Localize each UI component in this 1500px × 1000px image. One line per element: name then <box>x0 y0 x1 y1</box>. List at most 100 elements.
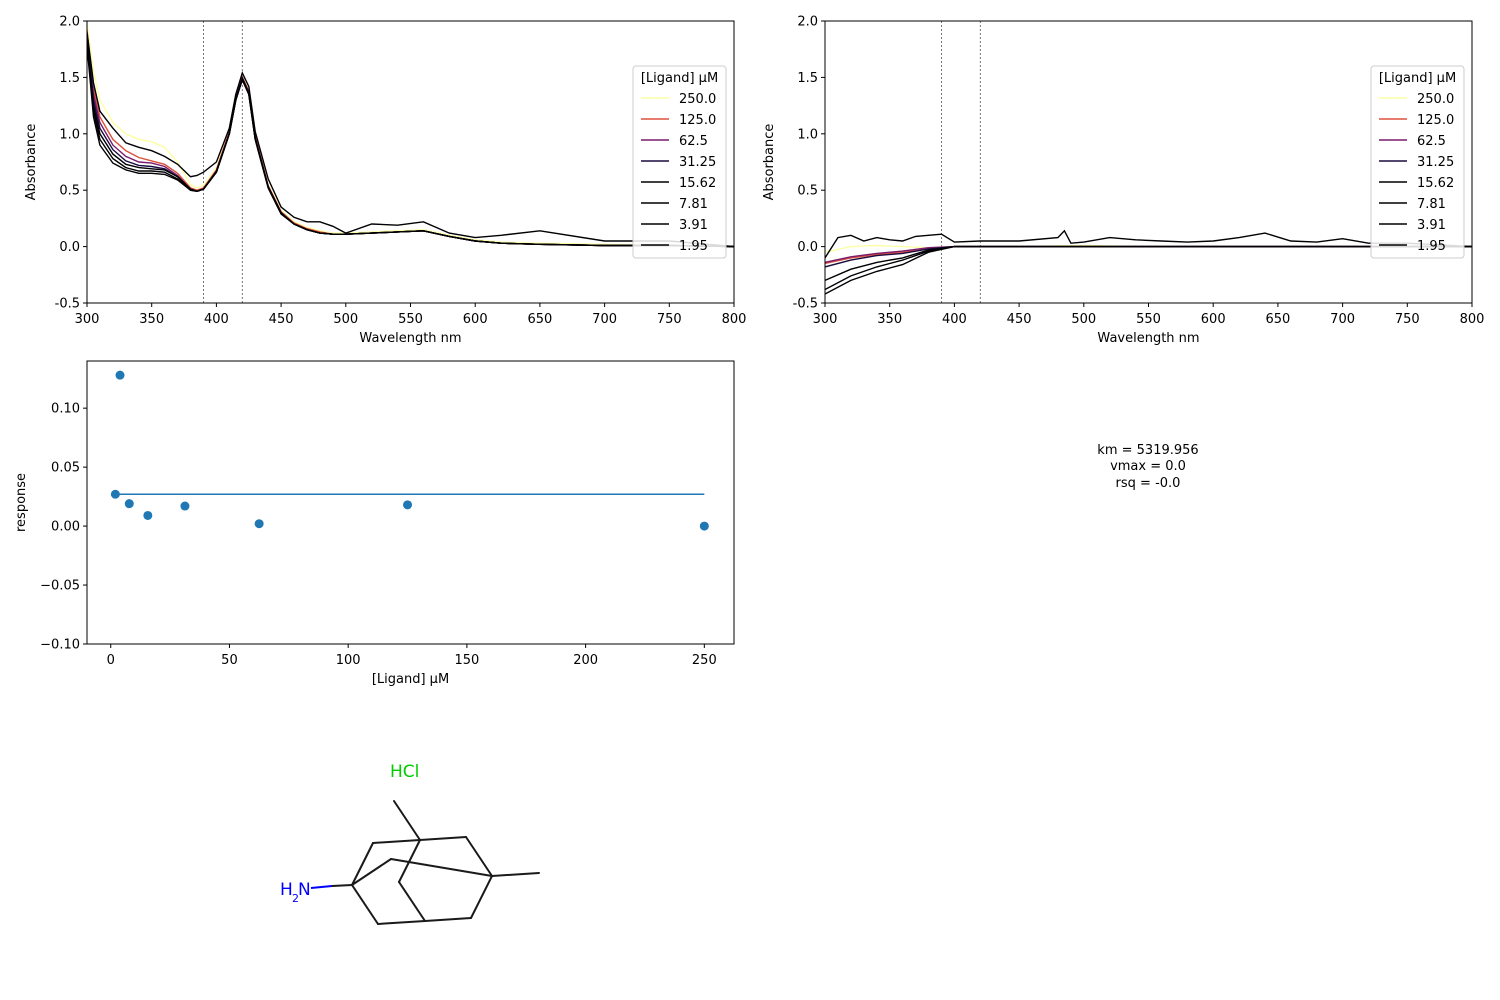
raw-spectra-panel: 300 350 400 450 500 550 600 650 700 750 800 -0.5 0.0… <box>24 15 746 347</box>
x-axis-label: Wavelength nm <box>359 331 461 346</box>
x-tick-label: 550 <box>398 312 423 327</box>
legend-entry: 125.0 <box>1417 113 1454 128</box>
series-line-1.95 <box>87 32 734 248</box>
y-tick-label: −0.10 <box>40 638 80 653</box>
x-tick-label: 450 <box>1007 312 1032 327</box>
x-tick-label: 600 <box>463 312 488 327</box>
legend-title: [Ligand] µM <box>641 71 718 86</box>
legend-title: [Ligand] µM <box>1379 71 1456 86</box>
x-tick-label: 300 <box>813 312 838 327</box>
adamantane-skeleton <box>331 800 540 925</box>
x-tick-label: 500 <box>1071 312 1096 327</box>
x-tick-label: 800 <box>722 312 747 327</box>
difference-spectra-panel: 300 350 400 450 500 550 600 650 700 750 800 -0.5 0.0… <box>762 15 1484 347</box>
legend-entry: 62.5 <box>679 134 708 149</box>
amine-subscript: 2 <box>292 892 299 905</box>
response-fit-panel: 0 50 100 150 200 250 −0.10 −0.05 0.00 0.05 0.10 [Li… <box>14 360 735 687</box>
legend-entry: 7.81 <box>1417 197 1446 212</box>
x-tick-label: 350 <box>877 312 902 327</box>
x-tick-label: 350 <box>139 312 164 327</box>
x-tick-label: 450 <box>269 312 294 327</box>
data-point <box>143 510 153 520</box>
y-axis-label: response <box>14 473 29 532</box>
vmax-text: vmax = 0.0 <box>1110 459 1186 474</box>
axes-frame <box>86 360 735 645</box>
y-tick-label: 0.0 <box>797 240 818 255</box>
y-tick-label: 2.0 <box>59 15 80 30</box>
legend-entry: 3.91 <box>1417 218 1446 233</box>
x-tick-label: 400 <box>204 312 229 327</box>
y-tick-label: 0.00 <box>51 520 80 535</box>
x-tick-label: 700 <box>592 312 617 327</box>
y-tick-label: -0.5 <box>793 297 818 312</box>
x-tick-label: 750 <box>657 312 682 327</box>
data-point <box>124 499 134 509</box>
x-tick-label: 100 <box>336 653 361 668</box>
x-tick-label: 50 <box>221 653 238 668</box>
x-tick-label: 400 <box>942 312 967 327</box>
data-point <box>699 521 709 531</box>
x-tick-label: 550 <box>1136 312 1161 327</box>
x-axis-label: Wavelength nm <box>1097 331 1199 346</box>
x-tick-label: 650 <box>527 312 552 327</box>
legend-entry: 62.5 <box>1417 134 1446 149</box>
data-point <box>115 370 125 380</box>
y-tick-label: 0.05 <box>51 461 80 476</box>
legend-entry: 1.95 <box>1417 239 1446 254</box>
legend: [Ligand] µM 250.0 125.0 62.5 31.25 15.62 7.81 3… <box>1370 65 1465 259</box>
legend: [Ligand] µM 250.0 125.0 62.5 31.25 15.62 7.81 3… <box>632 65 727 259</box>
legend-entry: 15.62 <box>679 176 716 191</box>
y-tick-label: 0.0 <box>59 240 80 255</box>
x-tick-label: 600 <box>1201 312 1226 327</box>
amine-n-label: N <box>298 880 311 900</box>
data-point <box>180 501 190 511</box>
series-line-3.91 <box>87 45 734 248</box>
x-tick-label: 0 <box>107 653 115 668</box>
legend-box <box>1370 65 1465 259</box>
y-tick-label: −0.05 <box>40 579 80 594</box>
y-tick-label: 0.10 <box>51 402 80 417</box>
hcl-label: HCl <box>390 762 419 782</box>
data-point <box>110 489 120 499</box>
x-tick-label: 750 <box>1395 312 1420 327</box>
x-tick-label: 300 <box>75 312 100 327</box>
x-tick-label: 200 <box>573 653 598 668</box>
amine-h-label: H <box>280 880 293 900</box>
series-line-1.95 <box>825 229 1472 259</box>
plot-area <box>825 21 1472 303</box>
y-tick-label: 1.0 <box>797 127 818 142</box>
plot-area <box>110 370 709 531</box>
x-tick-label: 800 <box>1460 312 1485 327</box>
plot-area <box>87 21 734 303</box>
y-tick-label: 0.5 <box>59 184 80 199</box>
legend-entry: 15.62 <box>1417 176 1454 191</box>
y-tick-label: 2.0 <box>797 15 818 30</box>
legend-box <box>632 65 727 259</box>
legend-entry: 7.81 <box>679 197 708 212</box>
x-axis-label: [Ligand] µM <box>372 672 449 687</box>
y-tick-label: -0.5 <box>55 297 80 312</box>
legend-entry: 250.0 <box>1417 92 1454 107</box>
x-tick-label: 150 <box>454 653 479 668</box>
legend-entry: 1.95 <box>679 239 708 254</box>
x-tick-label: 700 <box>1330 312 1355 327</box>
legend-entry: 250.0 <box>679 92 716 107</box>
y-tick-label: 1.5 <box>797 71 818 86</box>
km-text: km = 5319.956 <box>1097 443 1198 458</box>
y-tick-label: 1.5 <box>59 71 80 86</box>
x-tick-label: 650 <box>1265 312 1290 327</box>
fit-results: km = 5319.956 vmax = 0.0 rsq = -0.0 <box>1097 443 1198 491</box>
data-point <box>403 500 413 510</box>
y-tick-label: 0.5 <box>797 184 818 199</box>
x-tick-label: 500 <box>333 312 358 327</box>
y-axis-label: Absorbance <box>762 124 777 201</box>
legend-entry: 125.0 <box>679 113 716 128</box>
y-tick-label: 1.0 <box>59 127 80 142</box>
x-tick-label: 250 <box>692 653 717 668</box>
legend-entry: 31.25 <box>1417 155 1454 170</box>
series-line-3.91 <box>825 245 1472 295</box>
amine-bond <box>310 885 333 889</box>
legend-entry: 3.91 <box>679 218 708 233</box>
rsq-text: rsq = -0.0 <box>1116 476 1181 491</box>
